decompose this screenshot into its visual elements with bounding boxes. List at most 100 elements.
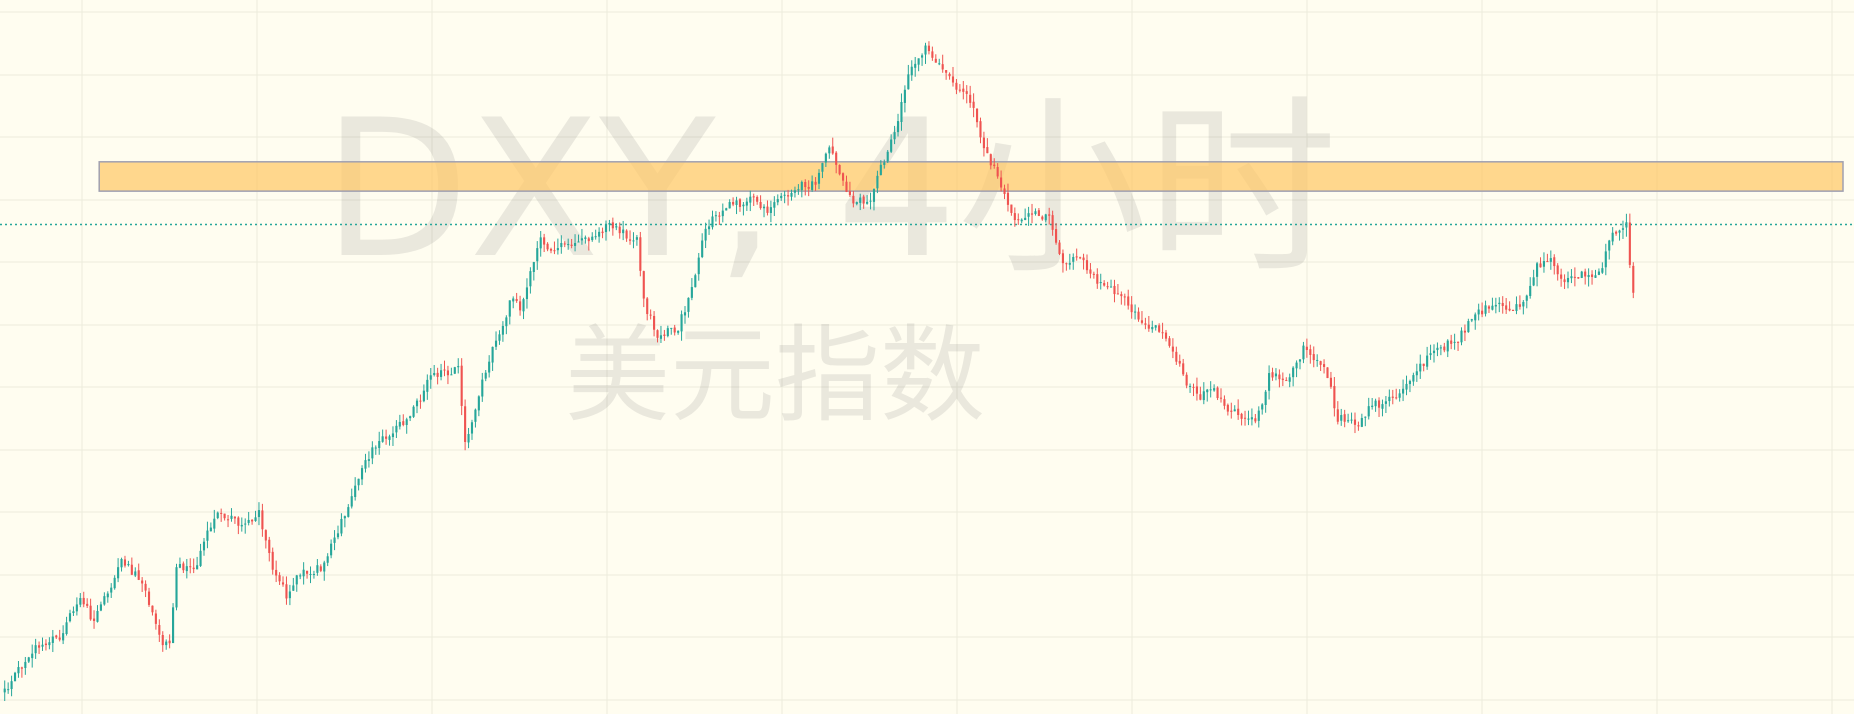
candle-body [10,681,13,690]
candle-body [1632,265,1635,293]
candle-body [701,240,704,258]
candle-body [969,94,972,103]
candle-body [924,45,927,55]
candle-body [642,271,645,299]
candle-body [299,575,302,577]
candle-body [800,181,803,191]
candle-body [1566,277,1570,283]
candle-body [247,519,250,523]
candle-body [189,566,192,568]
candle-body [1590,274,1594,277]
candle-body [1364,416,1367,418]
candle-body [1350,419,1353,421]
candle-body [982,137,985,149]
candle-body [690,287,693,298]
candle-body [972,101,975,108]
candle-body [556,248,559,251]
candle-body [285,584,288,599]
candle-body [618,226,621,234]
candle-body [587,238,590,242]
candle-body [1432,350,1436,354]
candle-body [1467,321,1470,333]
candle-body [821,163,824,172]
candle-body [907,74,910,90]
candle-body [1453,341,1456,343]
candle-body [1109,286,1113,288]
candle-body [113,577,116,589]
candle-body [464,406,467,442]
candle-body [474,409,477,422]
candle-body [628,239,632,241]
candle-body [51,636,54,643]
resistance-zone[interactable] [98,161,1844,192]
candle-body [477,396,480,411]
candle-body [1030,213,1034,215]
candle-body [711,216,714,228]
candle-body [103,596,106,605]
candle-body [1065,263,1068,265]
candle-body [862,196,865,204]
candle-body [1518,304,1521,307]
candle-body [1254,418,1257,422]
candle-body [1377,400,1381,408]
candle-body [666,328,669,337]
candle-body [814,181,817,185]
candle-body [1061,253,1065,264]
candle-body [312,574,316,576]
candle-body [237,517,240,526]
candle-body [975,108,979,123]
candle-body [172,607,175,644]
candle-body [1302,345,1305,360]
candle-body [1494,304,1497,307]
candle-body [955,82,958,90]
candle-body [1570,276,1573,279]
candle-body [1189,385,1192,387]
candle-body [1278,374,1281,380]
candle-body [271,551,274,570]
candle-body [391,433,395,438]
candle-body [1436,347,1439,351]
candle-body [1147,324,1150,329]
candle-body [553,250,556,252]
candle-body [1381,404,1384,409]
candle-body [233,516,236,519]
candle-body [659,335,663,339]
candle-body [663,334,666,336]
candle-body [92,618,96,621]
candle-body [1213,388,1216,391]
candle-body [360,468,364,480]
candle-body [573,242,577,246]
candle-body [1281,378,1284,380]
candle-body [347,507,350,517]
candle-body [426,379,429,392]
candle-body [1322,364,1326,367]
candle-body [1268,373,1271,391]
candle-body [1202,391,1205,401]
candle-body [1347,420,1350,422]
candle-body [412,406,415,417]
candle-body [1089,269,1092,274]
candle-body [436,372,439,377]
candle-body [604,224,608,233]
candle-body [75,604,78,612]
candle-body [728,202,731,209]
candle-body [1577,277,1580,279]
candle-body [1484,305,1487,314]
candle-body [917,58,920,65]
candle-body [993,164,996,167]
candle-body [402,421,405,425]
candle-body [845,181,848,192]
candle-body [1508,308,1511,311]
candle-body [811,181,814,190]
candle-body [1182,363,1185,375]
candle-body [1501,302,1504,307]
candle-body [275,569,278,576]
candle-body [759,201,762,209]
candle-body [226,519,230,521]
candle-body [890,139,893,152]
candle-body [343,516,346,519]
candle-body [872,189,876,202]
candle-body [1000,177,1003,188]
candle-body [1048,214,1051,216]
